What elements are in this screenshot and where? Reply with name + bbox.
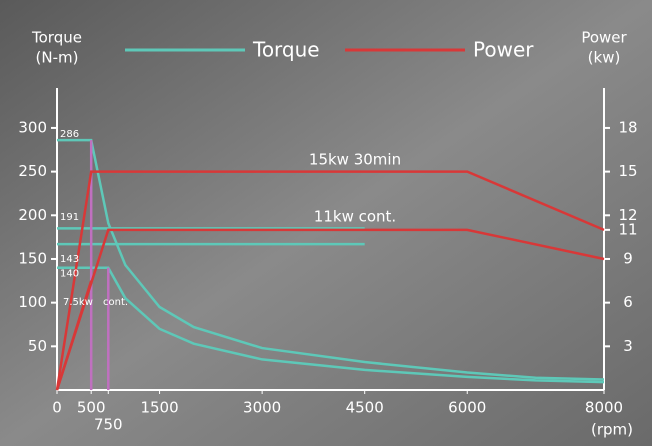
torque-mark-label: 143 — [60, 254, 79, 265]
x-tick-label: 8000 — [585, 399, 623, 417]
annotation: 7.5kw — [63, 297, 93, 308]
annotation: cont. — [103, 297, 128, 308]
y2-tick-label: 3 — [623, 337, 633, 355]
y-tick-label: 150 — [18, 249, 47, 267]
torque-mark-label: 191 — [60, 212, 79, 223]
x-tick-label: 0 — [52, 399, 62, 417]
y-tick-label: 300 — [18, 118, 47, 136]
annotation: 11kw cont. — [314, 208, 396, 226]
torque-mark-label: 286 — [60, 129, 79, 140]
x-label: (rpm) — [591, 421, 633, 439]
y2-label: (kw) — [588, 49, 621, 67]
x-tick-label: 4500 — [346, 399, 384, 417]
y-tick-label: 50 — [28, 337, 47, 355]
x-tick-label: 3000 — [243, 399, 281, 417]
y-tick-label: 100 — [18, 293, 47, 311]
x-tick-label: 500 — [77, 399, 106, 417]
legend-label: Torque — [252, 38, 320, 62]
y2-tick-label: 11 — [618, 220, 637, 238]
x-tick-label: 750 — [94, 416, 123, 434]
y2-tick-label: 12 — [618, 206, 637, 224]
y-tick-label: 250 — [18, 162, 47, 180]
x-tick-label: 6000 — [448, 399, 486, 417]
y-tick-label: 200 — [18, 206, 47, 224]
y2-tick-label: 15 — [618, 162, 637, 180]
series-line — [57, 138, 605, 381]
series-line — [55, 280, 93, 391]
series-line — [57, 266, 605, 384]
y2-tick-label: 6 — [623, 293, 633, 311]
legend-label: Power — [473, 38, 534, 62]
y-label: Torque — [31, 29, 82, 47]
y-label: (N-m) — [36, 49, 79, 67]
y2-label: Power — [581, 29, 627, 47]
x-tick-label: 1500 — [140, 399, 178, 417]
y2-tick-label: 9 — [623, 249, 633, 267]
annotation: 15kw 30min — [309, 151, 401, 169]
series-line — [55, 170, 605, 391]
torque-mark-label: 140 — [60, 269, 79, 280]
y2-tick-label: 18 — [618, 118, 637, 136]
